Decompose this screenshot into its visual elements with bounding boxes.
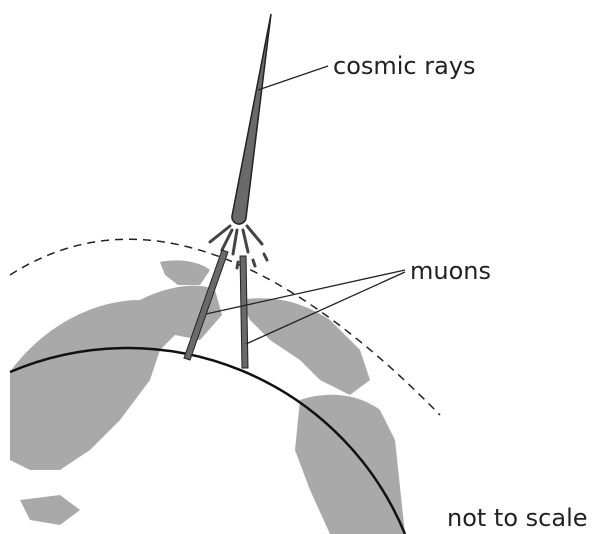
- land-caribbean: [20, 495, 80, 525]
- atmosphere-boundary: [9, 238, 441, 416]
- muon-track: [183, 249, 229, 361]
- cosmic-ray: [231, 13, 272, 225]
- label-cosmic-rays: cosmic rays: [333, 52, 476, 80]
- land-africa: [295, 394, 405, 534]
- label-muons: muons: [410, 257, 491, 285]
- leader-line: [245, 271, 406, 345]
- label-scale-note: not to scale: [447, 504, 588, 532]
- land-greenland: [160, 260, 210, 285]
- earth-outline: [9, 346, 407, 534]
- leader-line: [257, 65, 329, 91]
- earth: [9, 260, 407, 534]
- muon-track: [239, 255, 249, 369]
- leader-line: [205, 269, 406, 315]
- land-europe: [240, 298, 370, 395]
- land-north-america: [10, 285, 222, 470]
- particle-shower: [208, 224, 269, 270]
